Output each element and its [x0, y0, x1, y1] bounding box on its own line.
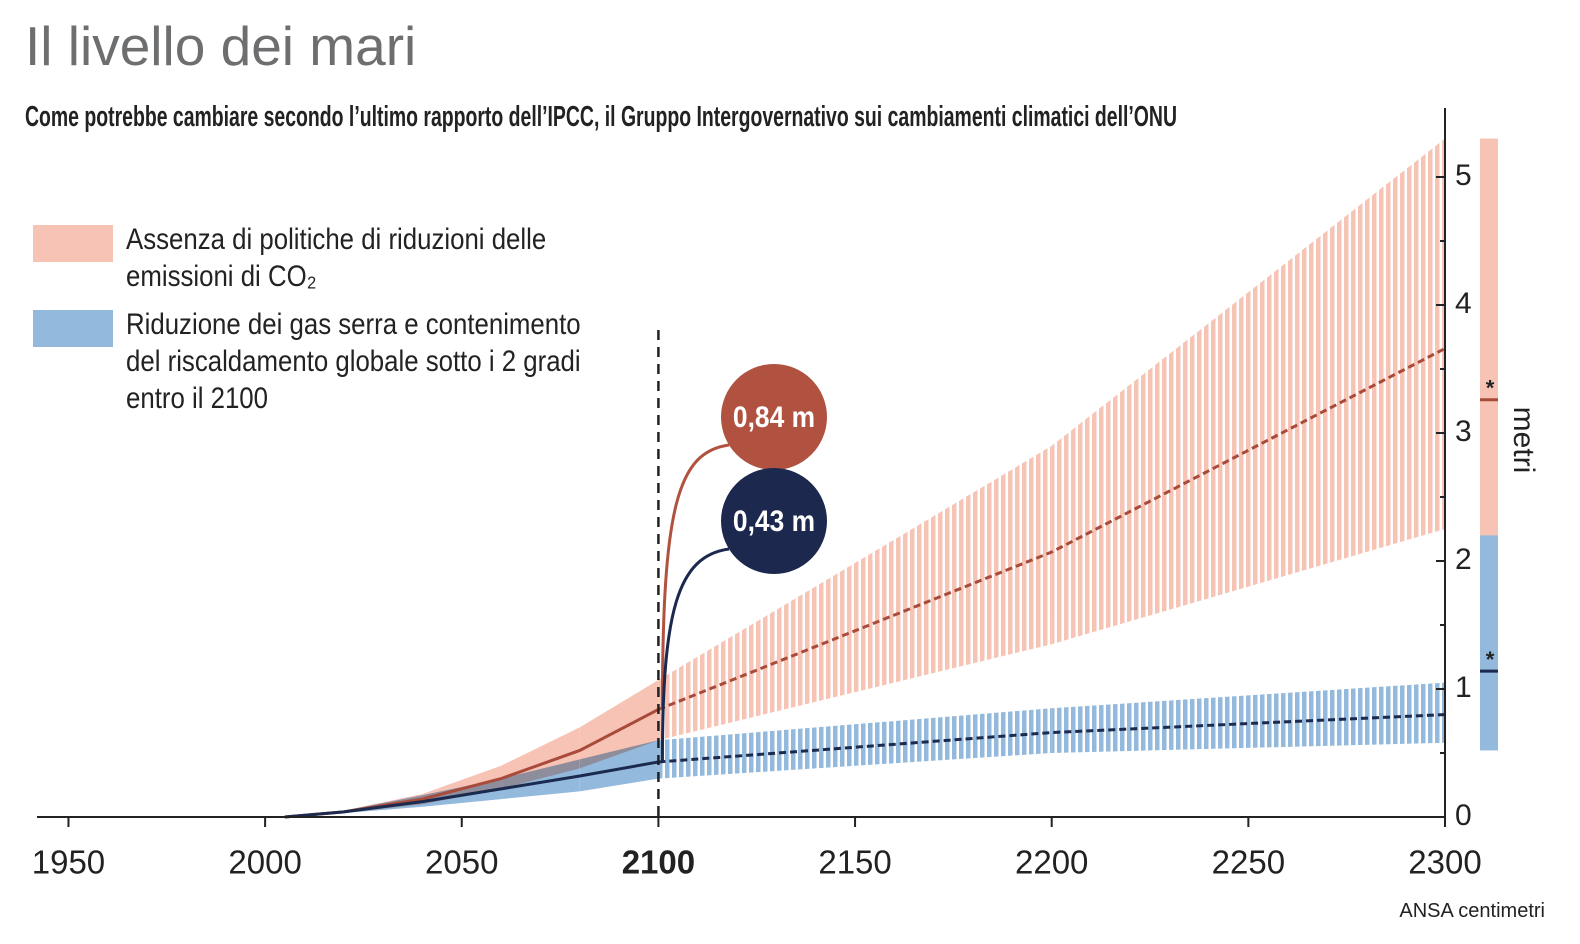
- range-bar: [1480, 138, 1498, 568]
- x-tick-label: 2050: [425, 844, 498, 881]
- y-tick-label: 4: [1455, 287, 1472, 320]
- legend-label: Assenza di politiche di riduzioni delle …: [126, 223, 547, 293]
- x-tick-label: 1950: [32, 844, 105, 881]
- legend-label: Riduzione dei gas serra e contenimento d…: [126, 308, 581, 415]
- subtitle: Come potrebbe cambiare secondo l’ultimo …: [25, 101, 1177, 133]
- band-segment: [658, 445, 1052, 741]
- band-segment: [658, 708, 1052, 779]
- legend-swatch: [33, 310, 113, 347]
- callout-bubble: [721, 468, 827, 574]
- y-axis-label: metri: [1507, 407, 1540, 474]
- median-line: [657, 347, 1446, 711]
- band-segment: [501, 759, 580, 800]
- range-note: *: [1486, 376, 1495, 401]
- title: Il livello dei mari: [25, 15, 417, 77]
- x-tick-label: 2300: [1408, 844, 1481, 881]
- y-tick-label: 2: [1455, 543, 1472, 576]
- band-segment: [1051, 682, 1445, 753]
- y-tick-label: 5: [1455, 159, 1472, 192]
- range-bar: [1480, 535, 1498, 751]
- range-group: [1480, 138, 1498, 751]
- band-segment: [501, 727, 580, 789]
- y-tick-label: 1: [1455, 671, 1472, 704]
- callout-label: 0,43 m: [733, 503, 815, 537]
- x-tick-label: 2000: [228, 844, 301, 881]
- band-segment: [1051, 138, 1445, 645]
- range-note: *: [1486, 647, 1495, 672]
- band-segment: [579, 740, 659, 792]
- callout-connector: [660, 547, 730, 762]
- callout-connector: [660, 443, 730, 710]
- x-tick-label: 2150: [818, 844, 891, 881]
- legend-swatch: [33, 225, 113, 262]
- callout-bubble: [721, 364, 827, 470]
- x-tick-label: 2250: [1212, 844, 1285, 881]
- median-line: [284, 760, 659, 819]
- band-group: [284, 138, 1445, 817]
- y-tick-label: 0: [1455, 799, 1472, 832]
- x-tick-label: 2200: [1015, 844, 1088, 881]
- callout-label: 0,84 m: [733, 399, 815, 433]
- source: ANSA centimetri: [1399, 900, 1545, 922]
- x-tick-label: 2100: [622, 844, 695, 881]
- y-tick-label: 3: [1455, 415, 1472, 448]
